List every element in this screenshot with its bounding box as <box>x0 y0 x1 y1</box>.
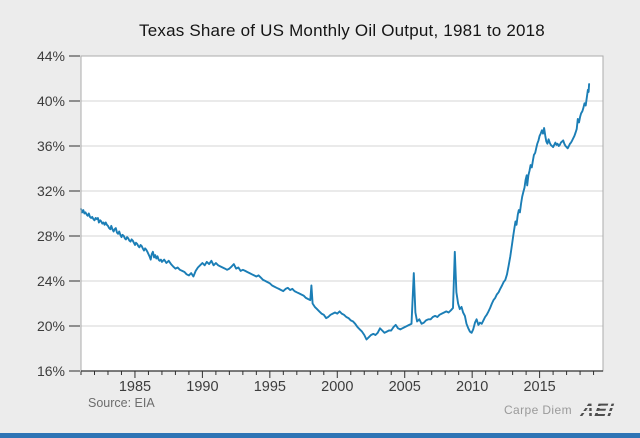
y-tick-label: 16% <box>37 363 65 379</box>
y-tick-label: 20% <box>37 318 65 334</box>
y-tick-label: 44% <box>37 48 65 64</box>
series-line <box>80 83 591 341</box>
y-tick-label: 24% <box>37 273 65 289</box>
x-tick-label: 1995 <box>254 379 286 395</box>
x-tick-label: 2005 <box>389 379 421 395</box>
x-tick-label: 1985 <box>119 379 151 395</box>
x-tick-label: 2010 <box>456 379 488 395</box>
x-tick-label: 2015 <box>523 379 555 395</box>
y-tick-label: 36% <box>37 138 65 154</box>
y-tick-label: 28% <box>37 228 65 244</box>
x-tick-label: 1990 <box>186 379 218 395</box>
x-tick-label: 2000 <box>321 379 353 395</box>
bottom-accent-bar <box>0 433 640 438</box>
plot-area <box>81 56 603 371</box>
carpe-diem-label: Carpe Diem <box>503 403 572 417</box>
aei-logo-text: AEI <box>579 400 616 420</box>
y-tick-label: 32% <box>37 183 65 199</box>
chart-title: Texas Share of US Monthly Oil Output, 19… <box>139 21 545 40</box>
y-tick-label: 40% <box>37 93 65 109</box>
branding: Carpe Diem AEI <box>503 400 616 420</box>
source-note: Source: EIA <box>88 396 155 410</box>
aei-logo-icon: AEI <box>578 400 616 420</box>
